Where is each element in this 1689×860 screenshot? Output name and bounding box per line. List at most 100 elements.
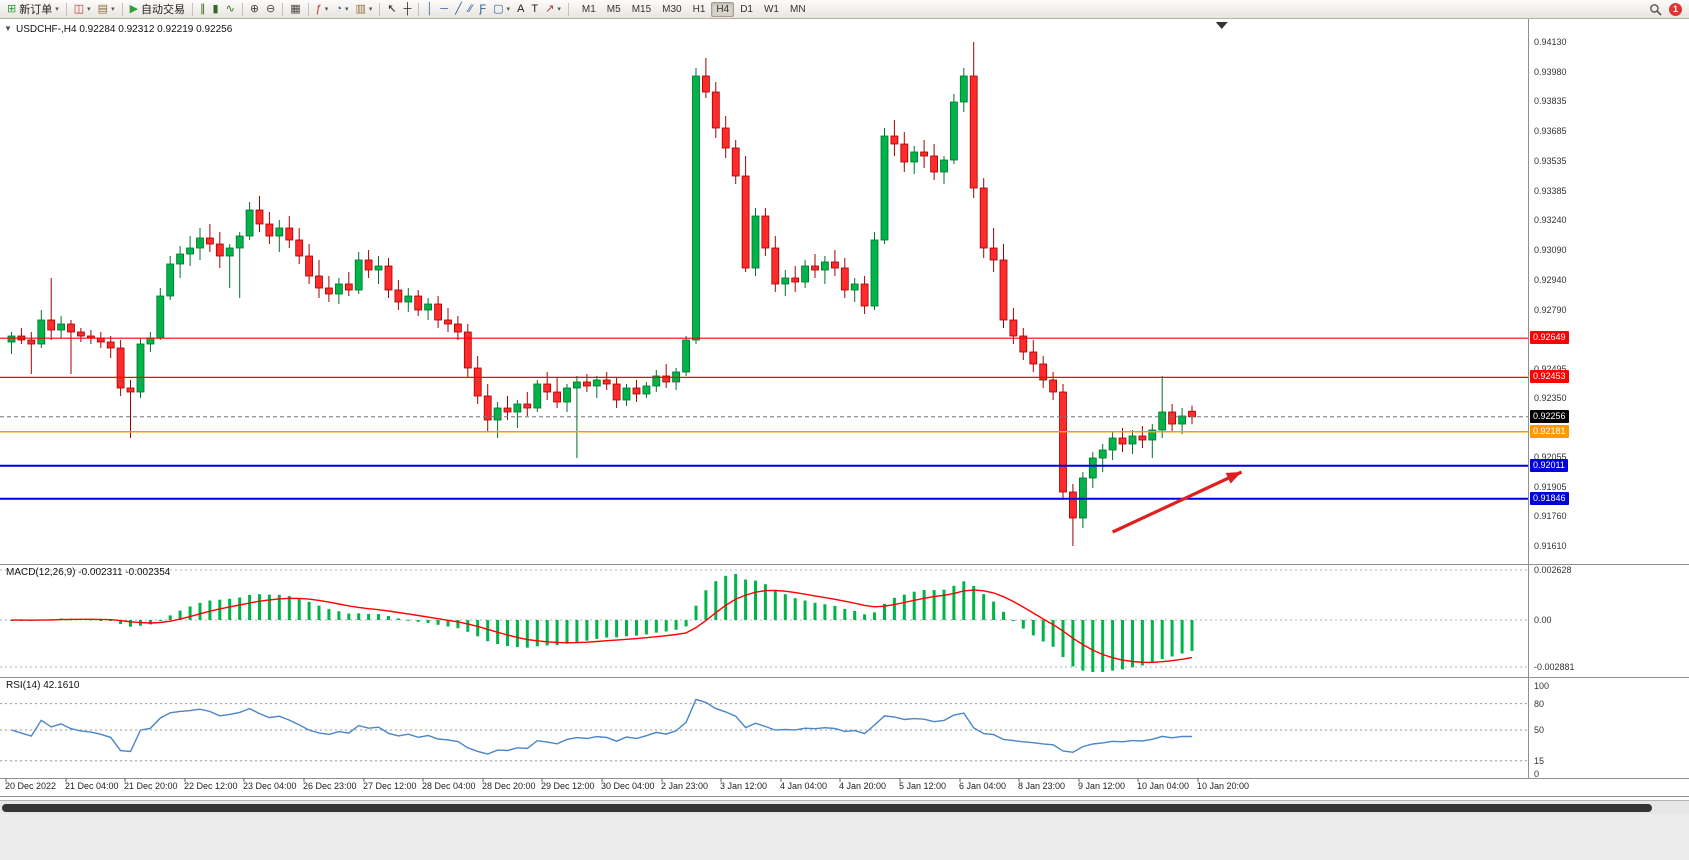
text-button[interactable]: A xyxy=(514,1,527,17)
candle-body xyxy=(404,295,413,303)
templates-button[interactable]: ▥ ▾ xyxy=(352,1,375,17)
candle-body xyxy=(811,265,819,271)
autotrading-button[interactable]: ▶ 自动交易 xyxy=(127,1,188,17)
candle-body xyxy=(77,331,85,337)
timeframe-w1[interactable]: W1 xyxy=(763,3,779,15)
macd-histogram-bar xyxy=(238,597,242,620)
horizontal-scrollbar[interactable] xyxy=(0,800,1689,814)
zoom-out-icon: ⊖ xyxy=(266,2,276,15)
macd-histogram-bar xyxy=(367,613,371,620)
macd-histogram-bar xyxy=(773,589,777,620)
price-chart[interactable] xyxy=(0,19,1689,799)
candle-body xyxy=(136,343,145,393)
candle-body xyxy=(444,319,452,325)
search-icon[interactable] xyxy=(1649,3,1662,16)
new-chart-button[interactable]: ◫ ▾ xyxy=(71,1,94,17)
macd-histogram-bar xyxy=(982,594,986,620)
candle-body xyxy=(265,223,274,237)
trend-arrow[interactable] xyxy=(1111,470,1243,534)
autotrading-button-label: 自动交易 xyxy=(141,4,186,16)
candle-body xyxy=(166,263,175,297)
candle-body xyxy=(761,215,770,249)
candle-body xyxy=(900,143,909,163)
zoom-out-button[interactable]: ⊖ xyxy=(263,1,278,17)
caret-down-icon: ▾ xyxy=(506,6,511,13)
periods-button[interactable]: ◔ ▾ xyxy=(332,1,351,17)
timeframe-m15[interactable]: M15 xyxy=(631,3,652,15)
candle-body xyxy=(662,375,671,383)
macd-histogram-bar xyxy=(158,620,162,621)
tile-windows-button[interactable]: ▦ xyxy=(287,1,303,17)
macd-histogram-bar xyxy=(535,620,539,647)
toolbar-separator xyxy=(282,2,284,16)
macd-histogram-bar xyxy=(932,590,936,620)
trendline-button[interactable]: ╱ xyxy=(452,1,465,17)
candle-body xyxy=(543,383,552,393)
macd-histogram-bar xyxy=(664,620,668,632)
arrows-button[interactable]: ↗ ▾ xyxy=(542,1,564,17)
candle-body xyxy=(483,395,492,421)
macd-histogram-bar xyxy=(1041,620,1045,642)
timeframe-d1[interactable]: D1 xyxy=(740,3,753,15)
zoom-in-icon: ⊕ xyxy=(249,2,260,15)
candle-body xyxy=(513,403,522,413)
candlestick-chart-type-button[interactable]: ▮ xyxy=(210,1,222,17)
macd-histogram-bar xyxy=(793,598,797,620)
macd-histogram-bar xyxy=(208,600,212,620)
candle-body xyxy=(563,387,571,403)
horizontal-line-icon: ─ xyxy=(440,2,449,15)
vertical-line-button[interactable]: │ xyxy=(423,1,436,17)
macd-histogram-bar xyxy=(783,594,787,620)
candle-body xyxy=(1019,335,1028,353)
candle-body xyxy=(1029,351,1038,365)
notification-badge[interactable]: 1 xyxy=(1669,2,1682,16)
candle-body xyxy=(37,319,46,345)
label-button[interactable]: T xyxy=(528,1,541,17)
horizontal-scrollbar-thumb[interactable] xyxy=(2,804,1652,812)
candle-body xyxy=(245,209,254,237)
candle-body xyxy=(920,151,928,157)
macd-histogram-bar xyxy=(823,604,827,620)
zoom-in-button[interactable]: ⊕ xyxy=(247,1,262,17)
horizontal-line-button[interactable]: ─ xyxy=(437,1,451,17)
timeframe-h4[interactable]: H4 xyxy=(711,1,735,17)
macd-histogram-bar xyxy=(1031,620,1035,636)
macd-histogram-bar xyxy=(347,613,351,620)
bar-chart-type-button[interactable]: ∥ xyxy=(197,1,209,17)
macd-histogram-bar xyxy=(605,620,609,638)
toolbar: ⊞ 新订单 ▾ ◫ ▾ ▤ ▾ ▶ 自动交易 ∥ ▮ ∿ ⊕ ⊖ ▦ ƒ ▾ ◔ ▾ ▥ ▾ ↖ ┼ │ ─ ╱ ∕∕ Ƒ ▢ ▾ A T ↗ ▾… xyxy=(0,0,1689,19)
timeframe-m5[interactable]: M5 xyxy=(606,3,621,15)
macd-histogram-bar xyxy=(942,589,946,620)
macd-histogram-bar xyxy=(188,606,192,620)
timeframe-mn[interactable]: MN xyxy=(789,3,806,15)
shapes-button[interactable]: ▢ ▾ xyxy=(490,1,513,17)
macd-histogram-bar xyxy=(883,603,886,620)
macd-histogram-bar xyxy=(902,594,906,620)
fibonacci-button[interactable]: Ƒ xyxy=(476,1,489,17)
macd-histogram-bar xyxy=(337,611,341,620)
indicators-button[interactable]: ƒ ▾ xyxy=(313,1,332,17)
candle-body xyxy=(771,247,780,285)
caret-down-icon: ▾ xyxy=(111,6,115,13)
macd-histogram-bar xyxy=(307,601,311,620)
candle-body xyxy=(870,239,879,307)
candle-body xyxy=(979,187,988,249)
candle-body xyxy=(523,403,532,409)
candle-body xyxy=(741,175,750,269)
line-chart-type-button[interactable]: ∿ xyxy=(223,1,238,17)
timeframe-h1[interactable]: H1 xyxy=(692,3,706,15)
timeframe-m30[interactable]: M30 xyxy=(662,3,682,15)
cursor-button[interactable]: ↖ xyxy=(384,1,399,17)
profiles-button[interactable]: ▤ ▾ xyxy=(95,1,118,17)
toolbar-separator xyxy=(307,2,309,16)
macd-histogram-bar xyxy=(1071,620,1075,667)
macd-histogram-bar xyxy=(1061,620,1065,658)
new-order-button[interactable]: ⊞ 新订单 ▾ xyxy=(4,1,62,17)
trend-arrow-head[interactable] xyxy=(1225,472,1242,484)
timeframe-m1[interactable]: M1 xyxy=(581,3,596,15)
chart-shift-marker[interactable] xyxy=(1215,22,1228,29)
macd-histogram-bar xyxy=(436,620,440,625)
channel-button[interactable]: ∕∕ xyxy=(466,1,476,17)
candle-body xyxy=(196,237,204,249)
crosshair-button[interactable]: ┼ xyxy=(401,1,415,17)
